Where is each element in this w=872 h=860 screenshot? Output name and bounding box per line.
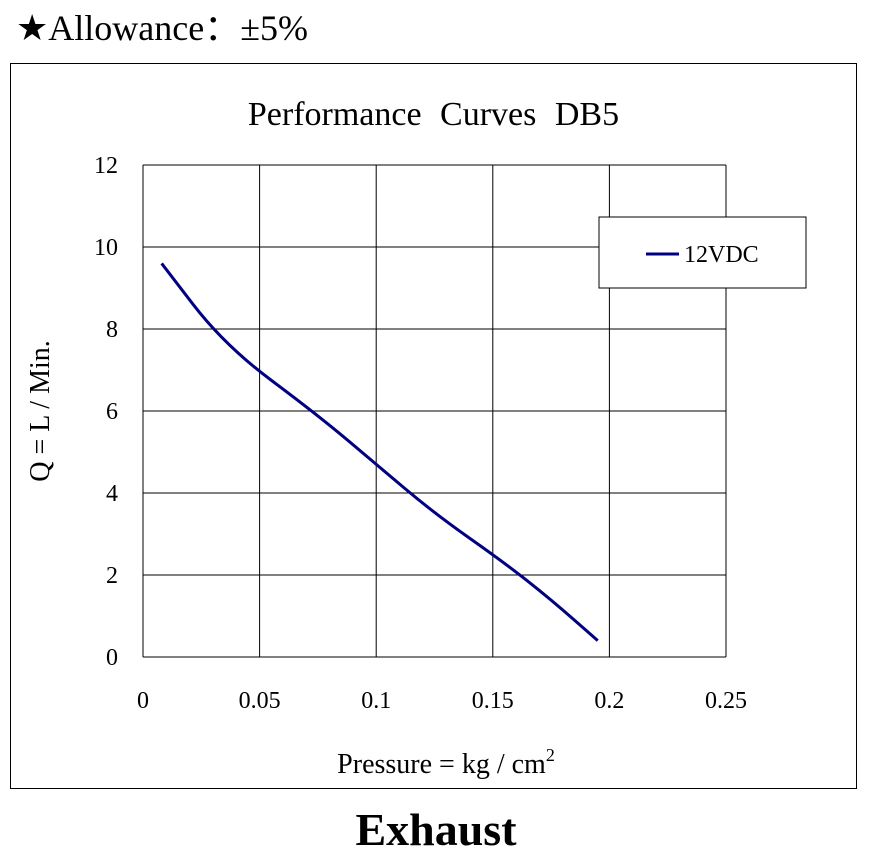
y-tick-label: 6 xyxy=(106,399,118,425)
series-line-12vdc xyxy=(160,262,599,642)
x-tick-label: 0.25 xyxy=(705,688,747,714)
y-tick-label: 8 xyxy=(106,317,118,343)
x-axis-label-superscript: 2 xyxy=(546,745,555,765)
x-axis-label: Pressure = kg / cm2 xyxy=(337,745,555,780)
allowance-label: Allowance：±5% xyxy=(48,8,308,48)
legend-label: 12VDC xyxy=(684,242,759,268)
y-tick-label: 10 xyxy=(94,235,118,261)
y-tick-label: 12 xyxy=(94,153,118,179)
x-tick-label: 0.2 xyxy=(594,688,624,714)
y-tick-label: 2 xyxy=(106,563,118,589)
x-tick-label: 0.1 xyxy=(361,688,391,714)
exhaust-caption: Exhaust xyxy=(355,804,517,855)
y-tick-label: 0 xyxy=(106,645,118,671)
y-axis-label: Q = L / Min. xyxy=(25,340,56,482)
x-axis-label-text: Pressure = kg / cm xyxy=(337,749,546,780)
chart-title: Performance Curves DB5 xyxy=(247,96,620,133)
allowance-note: ★Allowance：±5% xyxy=(16,6,308,50)
star-icon: ★ xyxy=(16,8,49,48)
legend-box xyxy=(598,216,807,289)
x-tick-label: 0.15 xyxy=(472,688,514,714)
x-tick-label: 0 xyxy=(137,688,149,714)
y-tick-label: 4 xyxy=(106,481,118,507)
x-tick-label: 0.05 xyxy=(239,688,281,714)
chart-frame: Performance Curves DB5 xyxy=(10,63,857,789)
